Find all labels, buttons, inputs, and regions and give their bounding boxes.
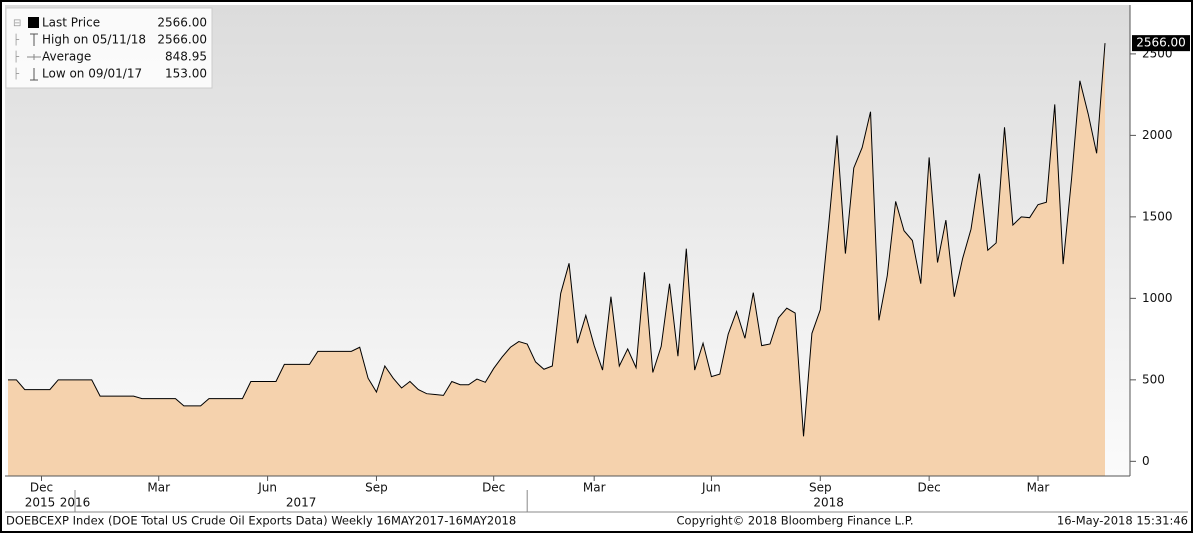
legend-tree: ⊟ (13, 18, 21, 29)
x-tick-label: Dec (30, 481, 53, 495)
x-tick-label: Mar (583, 481, 606, 495)
footer-timestamp: 16-May-2018 15:31:46 (1057, 514, 1188, 528)
x-tick-label: Jun (257, 481, 277, 495)
year-label: 2015 (25, 496, 56, 510)
x-tick-label: Dec (918, 481, 941, 495)
footer-source: DOEBCEXP Index (DOE Total US Crude Oil E… (6, 514, 516, 528)
x-tick-label: Dec (482, 481, 505, 495)
legend-icon (30, 33, 38, 46)
footer-copyright: Copyright© 2018 Bloomberg Finance L.P. (677, 514, 914, 528)
year-label: 2017 (286, 496, 317, 510)
line (8, 43, 1106, 437)
year-label: 2018 (813, 496, 844, 510)
y-tick-label: 1000 (1142, 291, 1173, 305)
last-price-tag (1132, 35, 1190, 52)
legend-value: 2566.00 (157, 16, 207, 30)
legend-value: 153.00 (165, 67, 207, 81)
x-tick-label: Sep (809, 481, 832, 495)
area (8, 43, 1105, 477)
last-price-label: 2566.00 (1136, 36, 1186, 50)
legend-box (5, 7, 213, 89)
y-tick-label: 2000 (1142, 128, 1173, 142)
legend-label: Low on 09/01/17 (42, 67, 142, 81)
y-tick-label: 500 (1142, 372, 1165, 386)
legend-icon (27, 54, 41, 60)
x-tick-label: Sep (365, 481, 388, 495)
legend-value: 848.95 (165, 50, 207, 64)
y-tick-label: 0 (1142, 454, 1150, 468)
year-label: 2016 (60, 496, 91, 510)
x-tick-label: Mar (147, 481, 170, 495)
x-tick-label: Jun (701, 481, 721, 495)
legend-tree: ├ (13, 50, 20, 63)
legend-icon (30, 68, 38, 81)
legend-label: High on 05/11/18 (42, 33, 146, 47)
x-tick-label: Mar (1027, 481, 1050, 495)
y-tick-label: 1500 (1142, 209, 1173, 223)
legend-label: Average (42, 50, 91, 64)
legend-tree: ├ (13, 67, 20, 80)
legend-value: 2566.00 (157, 33, 207, 47)
legend-swatch (28, 17, 39, 28)
legend-label: Last Price (42, 16, 100, 30)
legend-tree: ├ (13, 33, 20, 46)
